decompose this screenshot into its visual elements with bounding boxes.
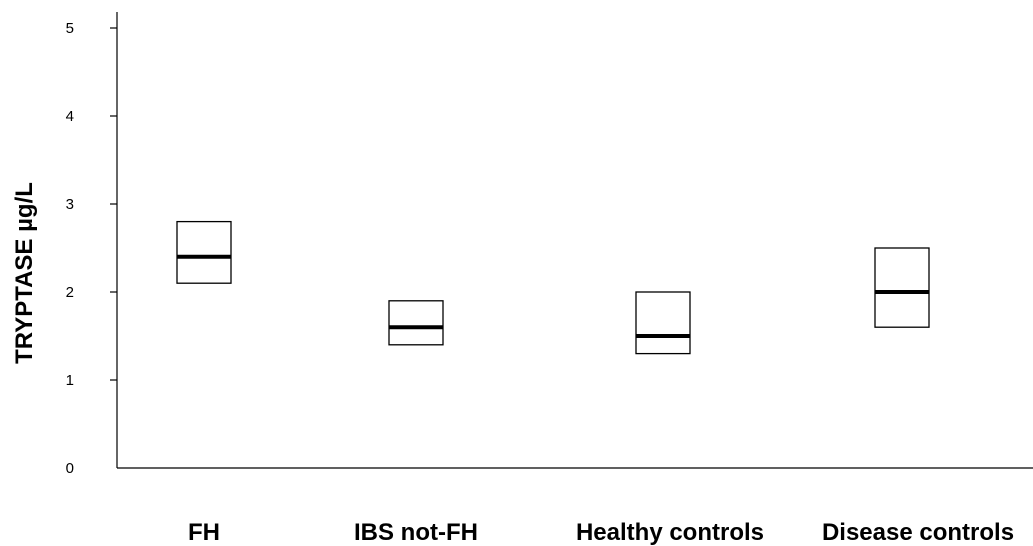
box-series — [176, 220, 930, 355]
box-1 — [176, 220, 232, 284]
box-group-3 — [635, 291, 691, 355]
axes — [116, 12, 1033, 469]
x-category-label-1: FH — [188, 519, 220, 546]
y-tick-label-1: 1 — [66, 372, 74, 389]
box-2 — [388, 300, 444, 346]
box-group-1 — [176, 220, 232, 284]
y-tick-label-4: 4 — [66, 108, 74, 125]
box-4 — [874, 247, 930, 328]
y-tick-label-0: 0 — [66, 460, 74, 477]
x-category-label-4: Disease controls — [822, 519, 1014, 546]
y-axis-ticks: 0 1 2 3 4 5 — [66, 20, 117, 477]
box-group-4 — [874, 247, 930, 328]
x-category-label-3: Healthy controls — [576, 519, 764, 546]
x-category-label-2: IBS not-FH — [354, 519, 478, 546]
y-tick-label-5: 5 — [66, 20, 74, 37]
box-3 — [635, 291, 691, 355]
x-axis-category-labels: FH IBS not-FH Healthy controls Disease cont… — [188, 519, 1014, 546]
box-group-2 — [388, 300, 444, 346]
y-tick-label-2: 2 — [66, 284, 74, 301]
y-axis-title: TRYPTASE µg/L — [11, 182, 38, 364]
y-tick-label-3: 3 — [66, 196, 74, 213]
